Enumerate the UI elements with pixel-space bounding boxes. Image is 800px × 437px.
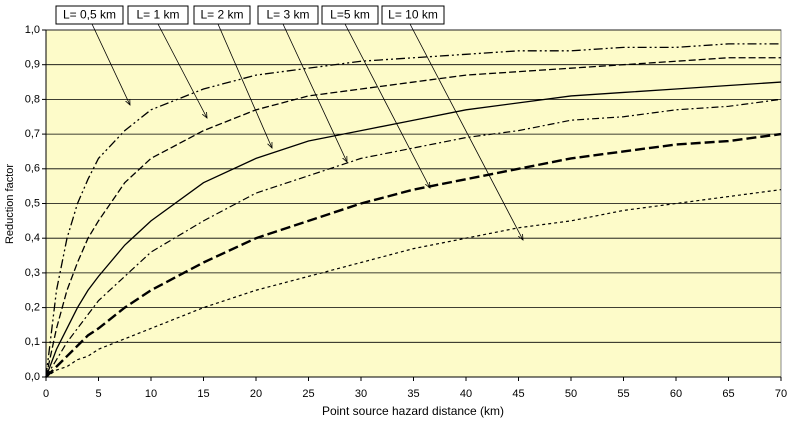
series-line bbox=[45, 81, 782, 378]
series-label: L=5 km bbox=[330, 8, 370, 22]
y-tick-label: 0,9 bbox=[25, 59, 40, 71]
label-box bbox=[257, 5, 319, 25]
x-tick-label: 5 bbox=[95, 388, 101, 400]
label-arrow bbox=[91, 23, 130, 105]
y-tick-label: 0,4 bbox=[25, 232, 40, 244]
label-box bbox=[193, 5, 251, 25]
x-axis-label: Point source hazard distance (km) bbox=[322, 404, 504, 418]
label-arrow bbox=[344, 23, 430, 188]
series-line bbox=[45, 189, 782, 378]
label-box bbox=[55, 5, 124, 25]
label-arrow bbox=[217, 23, 272, 148]
x-tick-label: 35 bbox=[407, 388, 419, 400]
series-label: L= 3 km bbox=[266, 8, 309, 22]
y-tick-label: 1,0 bbox=[25, 24, 40, 36]
series-label: L= 0,5 km bbox=[63, 8, 116, 22]
x-tick-label: 60 bbox=[670, 388, 682, 400]
x-tick-label: 40 bbox=[460, 388, 472, 400]
y-tick-label: 0,0 bbox=[25, 371, 40, 383]
y-axis-label: Reduction factor bbox=[4, 164, 16, 244]
label-arrow bbox=[409, 23, 523, 240]
x-tick-label: 10 bbox=[145, 388, 157, 400]
x-tick-label: 55 bbox=[617, 388, 629, 400]
y-tick-label: 0,5 bbox=[25, 197, 40, 209]
y-tick-label: 0,2 bbox=[25, 302, 40, 314]
label-box bbox=[321, 5, 379, 25]
label-arrow bbox=[157, 23, 207, 118]
x-tick-label: 20 bbox=[250, 388, 262, 400]
series-line bbox=[45, 43, 781, 378]
x-tick-label: 25 bbox=[302, 388, 314, 400]
x-tick-label: 50 bbox=[565, 388, 577, 400]
y-tick-label: 0,3 bbox=[25, 267, 40, 279]
label-arrow bbox=[282, 23, 347, 162]
x-tick-label: 70 bbox=[775, 388, 787, 400]
y-tick-label: 0,8 bbox=[25, 93, 40, 105]
x-tick-label: 65 bbox=[722, 388, 734, 400]
series-label: L= 2 km bbox=[200, 8, 243, 22]
x-tick-label: 15 bbox=[197, 388, 209, 400]
series-line bbox=[45, 132, 782, 378]
y-tick-label: 0,1 bbox=[25, 336, 40, 348]
series-line bbox=[45, 98, 782, 378]
series-line bbox=[45, 57, 781, 378]
x-tick-label: 45 bbox=[512, 388, 524, 400]
x-tick-label: 30 bbox=[355, 388, 367, 400]
series-label: L= 1 km bbox=[136, 8, 179, 22]
x-tick-label: 0 bbox=[43, 388, 49, 400]
y-tick-label: 0,7 bbox=[25, 128, 40, 140]
series-label: L= 10 km bbox=[388, 8, 438, 22]
label-box bbox=[381, 5, 445, 25]
y-tick-label: 0,6 bbox=[25, 163, 40, 175]
